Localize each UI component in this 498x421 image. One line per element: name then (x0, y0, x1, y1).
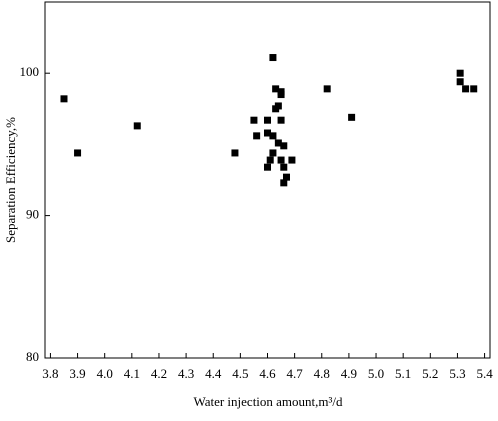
point (277, 116, 285, 124)
point (269, 132, 277, 140)
point (133, 122, 141, 130)
point (470, 85, 478, 93)
x-tick-label: 4.4 (205, 366, 222, 381)
x-tick-label: 4.7 (287, 366, 304, 381)
x-tick-label: 4.2 (151, 366, 167, 381)
point (274, 139, 282, 147)
point (348, 113, 356, 121)
x-tick-label: 5.1 (395, 366, 411, 381)
point (231, 149, 239, 157)
x-tick-label: 5.2 (422, 366, 438, 381)
plot-frame (44, 1, 491, 359)
y-axis-label: Separation Efficiency,% (3, 117, 18, 243)
point (277, 156, 285, 164)
point (277, 91, 285, 99)
point (456, 78, 464, 86)
x-tick-label: 5.3 (449, 366, 465, 381)
point (323, 85, 331, 93)
x-tick-label: 4.0 (97, 366, 113, 381)
point (74, 149, 82, 157)
point (282, 173, 290, 181)
point (269, 54, 277, 62)
x-tick-label: 4.8 (314, 366, 330, 381)
x-tick-label: 3.8 (42, 366, 58, 381)
x-tick-label: 3.9 (69, 366, 85, 381)
x-tick-label: 5.4 (476, 366, 493, 381)
point (280, 142, 288, 150)
point (272, 85, 280, 93)
point (280, 179, 288, 187)
x-tick-label: 4.6 (259, 366, 276, 381)
point (456, 69, 464, 77)
y-tick-label: 90 (26, 207, 39, 222)
point (280, 163, 288, 171)
x-tick-label: 5.0 (368, 366, 384, 381)
point (264, 116, 271, 124)
x-tick-label: 4.3 (178, 366, 194, 381)
point (60, 95, 68, 103)
point (269, 149, 277, 157)
point (253, 132, 261, 140)
point (288, 156, 296, 164)
point (266, 156, 274, 164)
x-tick-label: 4.9 (341, 366, 357, 381)
point (462, 85, 470, 93)
point (264, 129, 271, 137)
point (264, 163, 271, 171)
y-tick-label: 100 (20, 64, 40, 79)
point (272, 105, 280, 113)
y-tick-label: 80 (26, 349, 39, 364)
x-axis-label: Water injection amount,m³/d (193, 394, 343, 409)
x-tick-label: 4.1 (124, 366, 140, 381)
x-tick-label: 4.5 (232, 366, 248, 381)
point (250, 116, 258, 124)
